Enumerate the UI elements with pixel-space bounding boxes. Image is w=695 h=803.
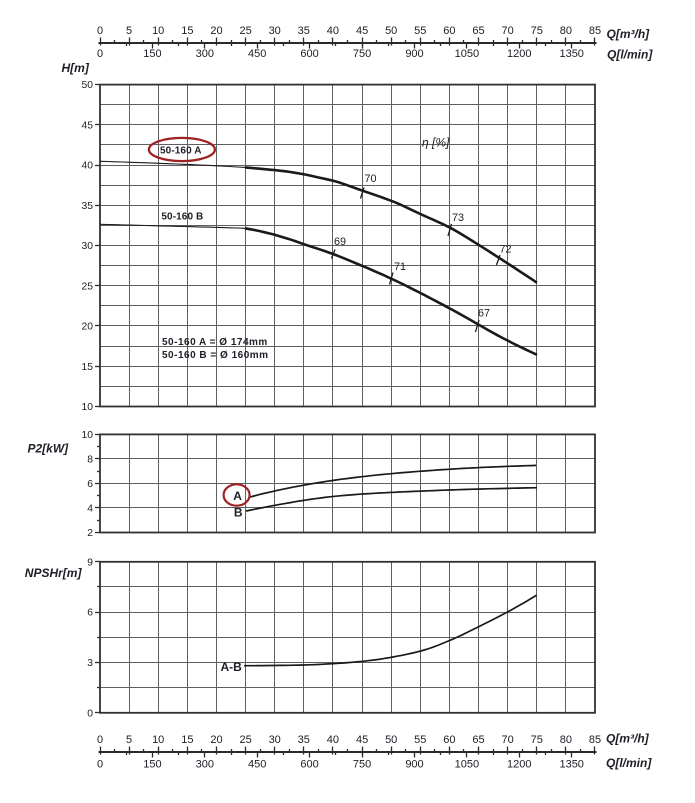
svg-text:5: 5 xyxy=(126,734,132,746)
svg-text:900: 900 xyxy=(405,48,423,60)
svg-text:A-B: A-B xyxy=(221,660,243,674)
svg-text:70: 70 xyxy=(501,25,513,37)
svg-text:69: 69 xyxy=(334,236,346,248)
svg-text:15: 15 xyxy=(82,362,94,373)
svg-text:6: 6 xyxy=(87,479,93,490)
svg-text:1200: 1200 xyxy=(507,48,531,60)
svg-text:45: 45 xyxy=(356,25,368,37)
svg-text:72: 72 xyxy=(499,243,511,255)
svg-text:55: 55 xyxy=(414,25,426,37)
svg-text:600: 600 xyxy=(300,48,318,60)
svg-text:3: 3 xyxy=(87,658,93,669)
svg-text:750: 750 xyxy=(353,759,371,771)
svg-text:0: 0 xyxy=(97,759,103,771)
svg-text:Q[m³/h]: Q[m³/h] xyxy=(607,27,651,41)
svg-text:85: 85 xyxy=(589,734,601,746)
svg-text:75: 75 xyxy=(531,25,543,37)
svg-text:73: 73 xyxy=(452,212,464,224)
svg-text:20: 20 xyxy=(82,322,94,333)
svg-text:60: 60 xyxy=(443,25,455,37)
svg-text:10: 10 xyxy=(152,25,164,37)
svg-text:35: 35 xyxy=(82,201,94,212)
svg-text:0: 0 xyxy=(97,48,103,60)
svg-text:6: 6 xyxy=(87,608,93,619)
svg-text:4: 4 xyxy=(87,504,93,515)
svg-text:300: 300 xyxy=(196,759,214,771)
svg-text:30: 30 xyxy=(269,25,281,37)
svg-text:H[m]: H[m] xyxy=(62,61,90,75)
svg-text:150: 150 xyxy=(143,48,161,60)
svg-text:1050: 1050 xyxy=(455,48,479,60)
svg-text:Q[m³/h]: Q[m³/h] xyxy=(606,731,650,745)
svg-text:65: 65 xyxy=(472,25,484,37)
svg-text:300: 300 xyxy=(196,48,214,60)
svg-text:1350: 1350 xyxy=(559,759,583,771)
svg-text:η [%]: η [%] xyxy=(422,136,450,150)
svg-text:10: 10 xyxy=(82,402,94,413)
svg-text:50-160 A = Ø 174mm: 50-160 A = Ø 174mm xyxy=(162,337,268,348)
svg-text:45: 45 xyxy=(82,120,94,131)
svg-text:0: 0 xyxy=(97,734,103,746)
svg-text:50: 50 xyxy=(82,80,94,91)
svg-text:45: 45 xyxy=(356,734,368,746)
svg-text:Q[l/min]: Q[l/min] xyxy=(607,47,653,61)
svg-text:30: 30 xyxy=(82,241,94,252)
svg-text:450: 450 xyxy=(248,759,266,771)
svg-text:50: 50 xyxy=(385,25,397,37)
svg-text:25: 25 xyxy=(239,25,251,37)
svg-text:10: 10 xyxy=(152,734,164,746)
svg-text:75: 75 xyxy=(531,734,543,746)
svg-text:B: B xyxy=(234,506,243,520)
svg-text:25: 25 xyxy=(239,734,251,746)
svg-text:70: 70 xyxy=(364,173,376,185)
svg-text:NPSHr[m]: NPSHr[m] xyxy=(25,566,83,580)
svg-text:15: 15 xyxy=(181,25,193,37)
svg-text:20: 20 xyxy=(210,734,222,746)
svg-text:50-160 B: 50-160 B xyxy=(161,211,203,222)
svg-text:85: 85 xyxy=(589,25,601,37)
svg-text:2: 2 xyxy=(87,528,93,539)
svg-text:60: 60 xyxy=(443,734,455,746)
svg-text:20: 20 xyxy=(210,25,222,37)
svg-text:40: 40 xyxy=(327,25,339,37)
svg-text:55: 55 xyxy=(414,734,426,746)
svg-text:5: 5 xyxy=(126,25,132,37)
svg-text:1350: 1350 xyxy=(559,48,583,60)
svg-text:8: 8 xyxy=(87,455,93,466)
svg-text:450: 450 xyxy=(248,48,266,60)
svg-text:600: 600 xyxy=(300,759,318,771)
svg-text:750: 750 xyxy=(353,48,371,60)
svg-text:80: 80 xyxy=(560,25,572,37)
svg-text:1200: 1200 xyxy=(507,759,531,771)
svg-text:71: 71 xyxy=(394,261,406,273)
svg-text:50: 50 xyxy=(385,734,397,746)
svg-text:80: 80 xyxy=(560,734,572,746)
svg-text:0: 0 xyxy=(87,708,93,719)
svg-text:30: 30 xyxy=(269,734,281,746)
svg-text:25: 25 xyxy=(82,281,94,292)
svg-text:9: 9 xyxy=(87,557,93,568)
svg-text:35: 35 xyxy=(298,25,310,37)
svg-text:A: A xyxy=(233,489,242,503)
svg-text:900: 900 xyxy=(405,759,423,771)
svg-text:0: 0 xyxy=(97,25,103,37)
svg-text:150: 150 xyxy=(143,759,161,771)
svg-text:Q[l/min]: Q[l/min] xyxy=(606,756,652,770)
svg-text:1050: 1050 xyxy=(455,759,479,771)
svg-text:40: 40 xyxy=(327,734,339,746)
svg-text:65: 65 xyxy=(472,734,484,746)
svg-text:35: 35 xyxy=(298,734,310,746)
svg-text:P2[kW]: P2[kW] xyxy=(28,442,70,456)
svg-text:50-160 B = Ø 160mm: 50-160 B = Ø 160mm xyxy=(162,350,269,361)
svg-text:70: 70 xyxy=(501,734,513,746)
svg-text:67: 67 xyxy=(478,307,490,319)
svg-text:10: 10 xyxy=(82,430,94,441)
svg-text:15: 15 xyxy=(181,734,193,746)
svg-text:40: 40 xyxy=(82,161,94,172)
svg-text:50-160 A: 50-160 A xyxy=(160,145,202,156)
